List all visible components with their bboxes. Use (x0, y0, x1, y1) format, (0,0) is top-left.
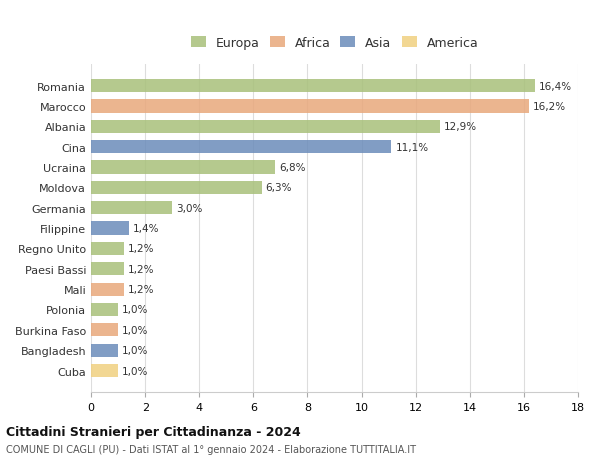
Bar (91, 283, 124, 296)
Text: 1,0%: 1,0% (122, 346, 149, 355)
Bar (91, 364, 118, 377)
Text: 11,1%: 11,1% (395, 142, 428, 152)
Text: 1,0%: 1,0% (122, 366, 149, 376)
Bar (91, 344, 118, 357)
Bar (91, 263, 124, 276)
Legend: Europa, Africa, Asia, America: Europa, Africa, Asia, America (185, 32, 484, 55)
Text: 6,3%: 6,3% (266, 183, 292, 193)
Bar (91, 141, 391, 154)
Bar (91, 100, 529, 113)
Text: Cittadini Stranieri per Cittadinanza - 2024: Cittadini Stranieri per Cittadinanza - 2… (6, 425, 301, 438)
Text: 1,0%: 1,0% (122, 305, 149, 315)
Text: 1,4%: 1,4% (133, 224, 160, 234)
Text: 1,2%: 1,2% (128, 285, 154, 295)
Bar (91, 324, 118, 337)
Text: 12,9%: 12,9% (444, 122, 477, 132)
Bar (91, 161, 275, 174)
Bar (91, 181, 262, 195)
Text: 6,8%: 6,8% (279, 162, 305, 173)
Text: 1,2%: 1,2% (128, 244, 154, 254)
Bar (91, 222, 129, 235)
Text: 16,2%: 16,2% (533, 102, 566, 112)
Text: 3,0%: 3,0% (176, 203, 203, 213)
Text: COMUNE DI CAGLI (PU) - Dati ISTAT al 1° gennaio 2024 - Elaborazione TUTTITALIA.I: COMUNE DI CAGLI (PU) - Dati ISTAT al 1° … (6, 444, 416, 454)
Bar (91, 242, 124, 256)
Bar (91, 202, 172, 215)
Text: 1,0%: 1,0% (122, 325, 149, 335)
Bar (91, 303, 118, 316)
Bar (91, 80, 535, 93)
Bar (91, 120, 440, 134)
Text: 16,4%: 16,4% (539, 81, 572, 91)
Text: 1,2%: 1,2% (128, 264, 154, 274)
